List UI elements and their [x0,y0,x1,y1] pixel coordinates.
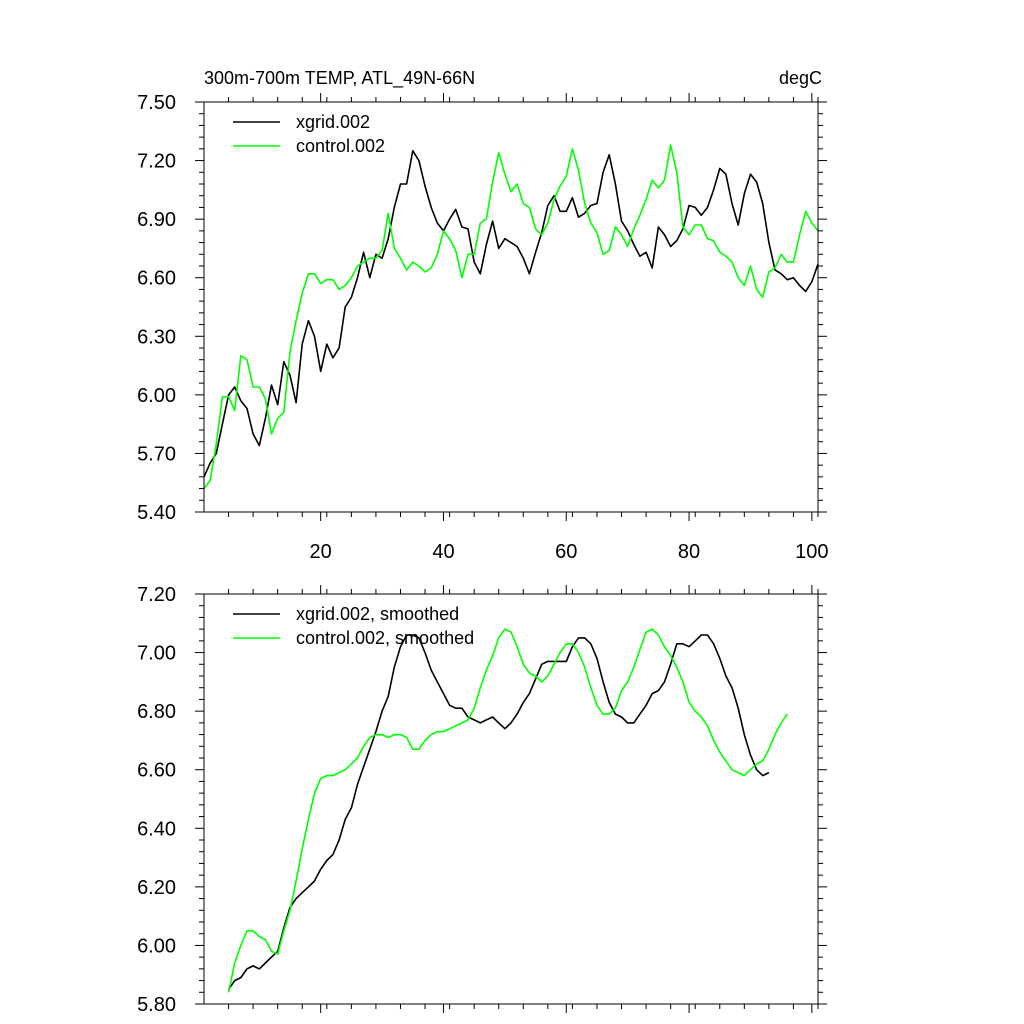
y-tick-label: 7.20 [137,151,176,173]
chart-title: 300m-700m TEMP, ATL_49N-66N [204,68,475,89]
axis-ticks: 5.80 6.00 6.20 6.40 6.60 6.80 7.00 7.20 [137,584,827,1016]
series-line-control [203,144,819,490]
x-tick-label: 40 [432,541,454,563]
y-tick-label: 6.00 [137,385,176,407]
y-tick-label: 6.60 [137,760,176,782]
y-tick-label: 7.50 [137,92,176,114]
y-tick-label: 6.80 [137,701,176,723]
plot-frame [203,101,819,513]
data-lines [227,628,788,993]
x-tick-label: 20 [310,541,332,563]
legend: xgrid.002 control.002 [233,112,385,156]
series-line-xgrid [203,150,819,478]
series-line-control [227,628,788,993]
legend-label: control.002 [296,136,385,156]
legend-label: control.002, smoothed [296,628,474,648]
axis-ticks: 5.40 5.70 6.00 6.30 6.60 6.90 7.20 7.50 20 40 60 80… [137,92,828,563]
y-tick-label: 5.40 [137,502,176,524]
x-tick-label: 60 [555,541,577,563]
x-tick-label: 80 [678,541,700,563]
y-tick-label: 6.20 [137,877,176,899]
data-lines [203,144,819,490]
y-tick-label: 5.70 [137,443,176,465]
y-tick-label: 7.00 [137,643,176,665]
y-tick-label: 7.20 [137,584,176,606]
series-line-xgrid [227,634,770,990]
legend: xgrid.002, smoothed control.002, smoothed [233,604,474,648]
y-tick-label: 6.30 [137,326,176,348]
y-tick-label: 6.60 [137,268,176,290]
y-tick-label: 6.40 [137,818,176,840]
legend-label: xgrid.002, smoothed [296,604,459,624]
y-tick-label: 6.00 [137,935,176,957]
top-panel: 300m-700m TEMP, ATL_49N-66N degC 5.40 5.7… [137,68,828,563]
legend-label: xgrid.002 [296,112,370,132]
y-tick-label: 5.80 [137,994,176,1016]
bottom-panel: 5.80 6.00 6.20 6.40 6.60 6.80 7.00 7.20 xgrid.0… [137,584,827,1016]
y-tick-label: 6.90 [137,209,176,231]
plot-frame [203,593,819,1005]
units-label: degC [779,68,822,88]
x-tick-label: 100 [795,541,828,563]
